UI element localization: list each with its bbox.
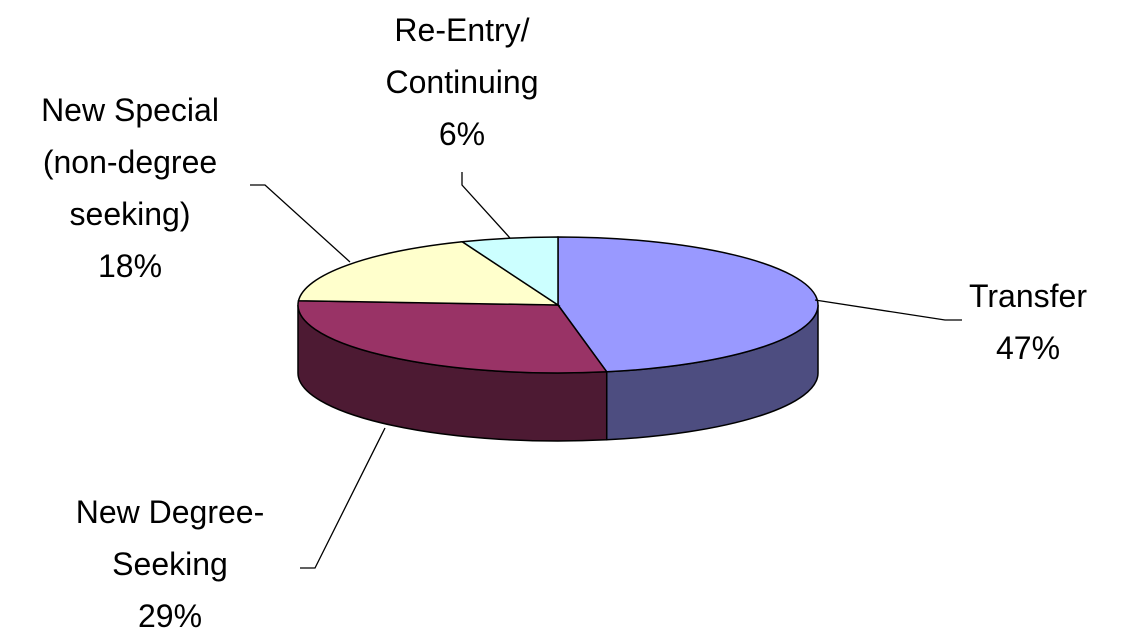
slice xyxy=(557,236,819,373)
category-label: New Special (non-degree seeking) xyxy=(41,92,219,232)
slice xyxy=(297,241,561,306)
slice xyxy=(297,299,609,374)
slice xyxy=(460,236,559,307)
leader-line xyxy=(250,184,351,263)
category-label: Transfer xyxy=(969,278,1087,314)
slice-label: New Degree- Seeking 29% xyxy=(76,486,265,642)
slice-label: New Special (non-degree seeking) 18% xyxy=(41,84,219,292)
category-label: Re-Entry/ Continuing xyxy=(385,12,539,100)
slice-label: Re-Entry/ Continuing 6% xyxy=(386,4,539,160)
value-label: 29% xyxy=(137,598,203,634)
value-label: 18% xyxy=(97,248,163,284)
leader-line xyxy=(461,172,511,239)
slice-label: Transfer 47% xyxy=(969,270,1087,374)
leader-line xyxy=(814,299,962,321)
value-label: 6% xyxy=(438,116,486,152)
leader-line xyxy=(300,427,386,569)
value-label: 47% xyxy=(995,330,1061,366)
category-label: New Degree- Seeking xyxy=(75,494,265,582)
pie xyxy=(297,236,819,442)
